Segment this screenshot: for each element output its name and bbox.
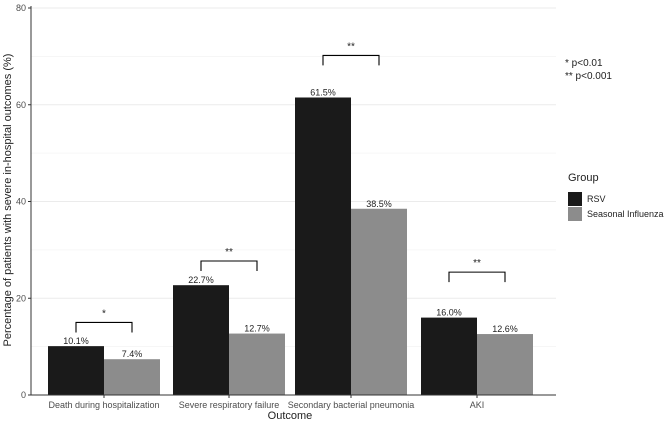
- y-tick-label: 60: [16, 100, 26, 110]
- legend-title: Group: [568, 172, 599, 184]
- bar-value-label: 16.0%: [436, 308, 462, 318]
- significance-bracket: [322, 54, 380, 66]
- bar-value-label: 61.5%: [310, 87, 336, 97]
- bar-value-label: 38.5%: [366, 199, 392, 209]
- axes: 0 20 40 60 80 Death during hospitalization Sev…: [16, 3, 556, 410]
- significance-label: **: [473, 258, 481, 269]
- significance-label: **: [347, 41, 355, 52]
- bar-seasonal-influenza-1: [104, 359, 160, 395]
- y-tick-label: 20: [16, 293, 26, 303]
- significance-label: **: [225, 247, 233, 258]
- legend-swatch-seasonal-influenza: [568, 207, 582, 221]
- y-tick-label: 80: [16, 3, 26, 13]
- legend-item-seasonal-influenza: Seasonal Influenza: [568, 207, 664, 221]
- bars: 10.1% 22.7% 61.5% 16.0% 7.4% 12.7% 38.5% 12.6%: [48, 87, 533, 396]
- legend-item-rsv: RSV: [568, 192, 606, 206]
- x-tick-label: Secondary bacterial pneumonia: [288, 400, 415, 410]
- legend-swatch-rsv: [568, 192, 582, 206]
- x-tick-label: AKI: [470, 400, 485, 410]
- bar-value-label: 10.1%: [63, 336, 89, 346]
- bar-rsv-4: [421, 317, 477, 395]
- significance-bracket: [448, 271, 506, 283]
- significance-note-2: ** p<0.001: [565, 71, 612, 82]
- bar-rsv-2: [173, 285, 229, 395]
- y-tick-label: 40: [16, 197, 26, 207]
- bar-rsv-1: [48, 346, 104, 395]
- bar-rsv-3: [295, 97, 351, 396]
- x-tick-label: Severe respiratory failure: [179, 400, 280, 410]
- significance-bracket: [75, 321, 133, 333]
- bar-seasonal-influenza-2: [229, 333, 285, 395]
- significance-label: *: [102, 308, 106, 319]
- legend-label-rsv: RSV: [587, 194, 606, 204]
- bar-seasonal-influenza-4: [477, 334, 533, 395]
- grid-lines: [31, 7, 556, 347]
- bar-value-label: 12.7%: [244, 324, 270, 334]
- y-axis-title: Percentage of patients with severe in-ho…: [2, 54, 14, 347]
- y-tick-label: 0: [21, 390, 26, 400]
- legend-label-seasonal-influenza: Seasonal Influenza: [587, 209, 664, 219]
- bar-value-label: 22.7%: [188, 275, 214, 285]
- x-tick-label: Death during hospitalization: [48, 400, 159, 410]
- significance-note-1: * p<0.01: [565, 58, 603, 69]
- significance-brackets: *******: [75, 41, 506, 333]
- bar-seasonal-influenza-3: [351, 208, 407, 395]
- x-axis-title: Outcome: [268, 410, 313, 421]
- bar-value-label: 12.6%: [492, 324, 518, 334]
- significance-bracket: [200, 260, 258, 272]
- bar-value-label: 7.4%: [122, 349, 143, 359]
